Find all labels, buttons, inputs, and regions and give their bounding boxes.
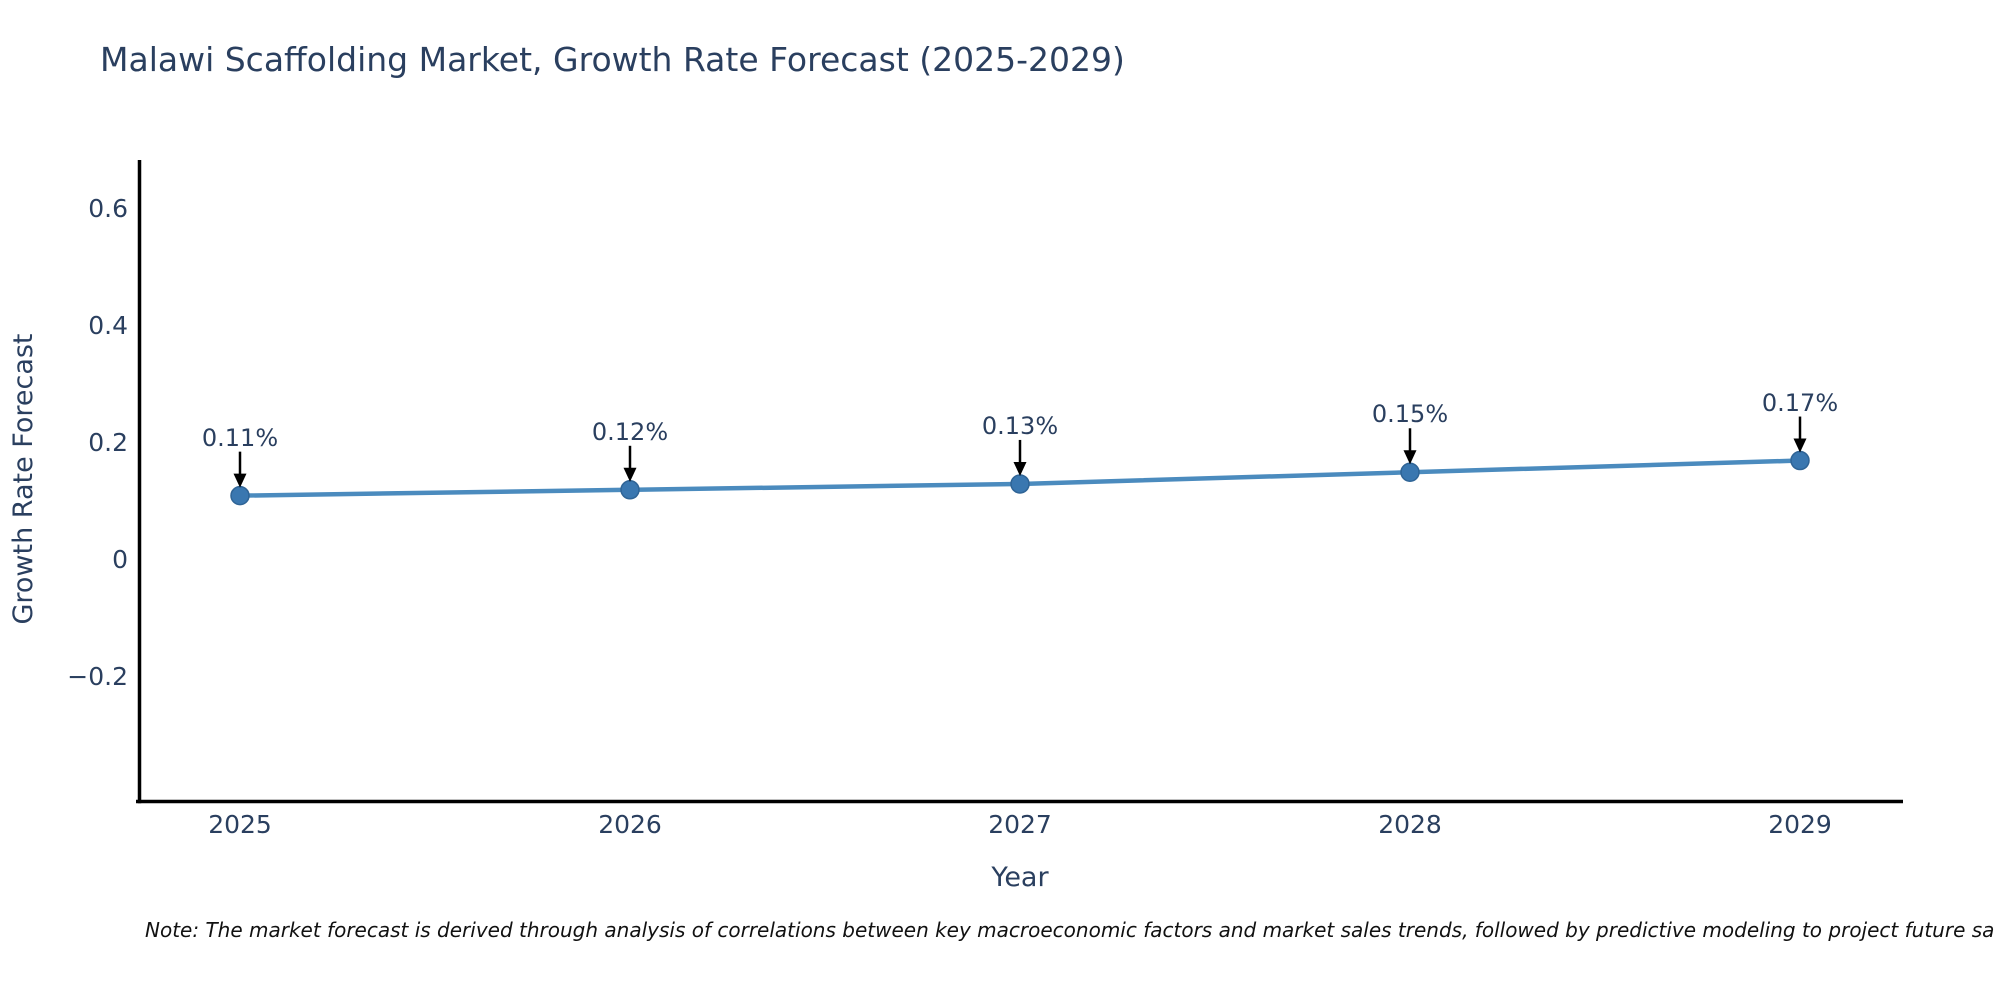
data-point-marker (1400, 462, 1420, 482)
x-tick-label: 2026 (598, 810, 662, 839)
point-label: 0.17% (1761, 388, 1839, 417)
annotation-arrow-head (1013, 461, 1027, 476)
footnote: Note: The market forecast is derived thr… (145, 918, 1995, 942)
x-tick-label: 2025 (208, 810, 272, 839)
point-label: 0.11% (201, 423, 279, 452)
point-label: 0.15% (1371, 400, 1449, 429)
x-tick-label: 2028 (1378, 810, 1442, 839)
x-tick-label: 2027 (988, 810, 1052, 839)
y-tick-label: 0.2 (88, 428, 128, 457)
annotation-arrow-head (1403, 450, 1417, 465)
point-label: 0.13% (981, 411, 1059, 440)
data-point-marker (230, 485, 250, 506)
x-tick-label: 2029 (1768, 810, 1832, 839)
annotation-arrow-head (623, 467, 637, 482)
data-point-marker (1790, 450, 1810, 471)
annotation-arrow-head (233, 473, 247, 488)
y-tick-label: 0 (112, 545, 128, 574)
annotation-arrow-head (1793, 438, 1807, 453)
y-tick-label: 0.4 (88, 311, 128, 340)
x-axis-title: Year (991, 862, 1049, 893)
data-point-marker (620, 480, 640, 500)
data-point-marker (1010, 474, 1030, 494)
y-tick-label: 0.6 (88, 194, 128, 223)
point-label: 0.12% (591, 417, 669, 446)
chart-title: Malawi Scaffolding Market, Growth Rate F… (100, 40, 1125, 79)
y-tick-label: −0.2 (67, 662, 128, 691)
